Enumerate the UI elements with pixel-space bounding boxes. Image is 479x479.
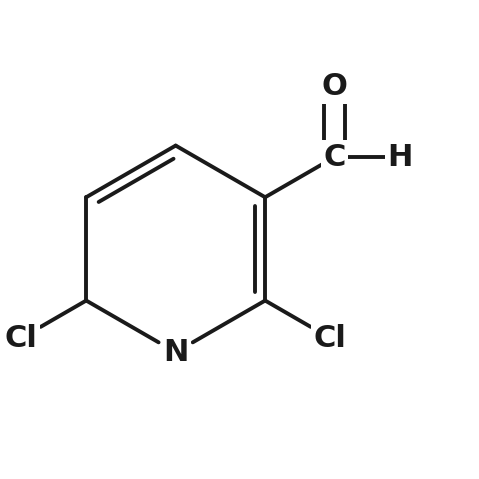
- Text: O: O: [321, 72, 347, 102]
- Text: N: N: [163, 338, 188, 367]
- Text: Cl: Cl: [5, 324, 37, 353]
- Text: H: H: [388, 143, 413, 172]
- Text: C: C: [323, 143, 345, 172]
- Text: Cl: Cl: [314, 324, 347, 353]
